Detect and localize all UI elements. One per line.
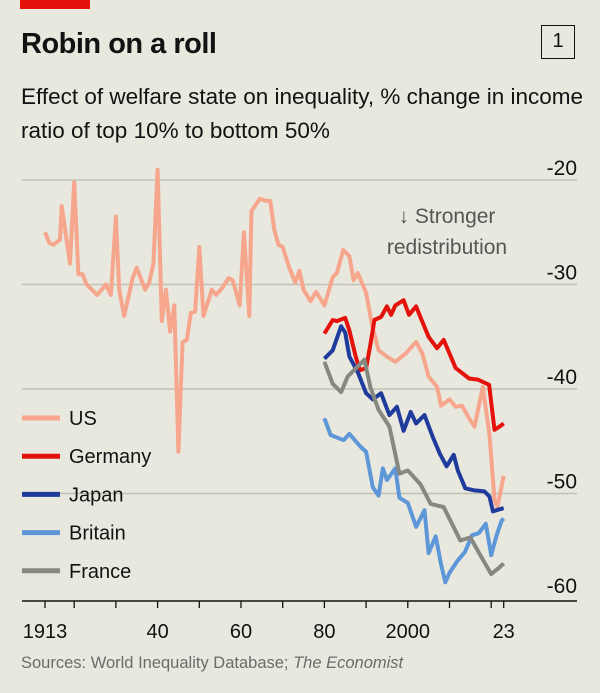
annotation-line2: redistribution	[387, 236, 507, 259]
legend-label-france: France	[69, 561, 131, 583]
brand-red-bar	[20, 0, 90, 9]
source-text: Sources: World Inequality Database;	[21, 654, 294, 672]
source-publication: The Economist	[293, 654, 404, 672]
y-tick-label: -60	[547, 575, 577, 598]
x-tick-label: 1913	[23, 621, 68, 643]
chart-title: Robin on a roll	[21, 28, 217, 60]
series-line-us	[43, 167, 506, 510]
legend-label-germany: Germany	[69, 446, 151, 468]
x-tick-label: 2000	[386, 621, 431, 643]
series-line-britain	[322, 417, 506, 585]
x-tick-label: 40	[146, 621, 168, 643]
source-note: Sources: World Inequality Database; The …	[21, 654, 403, 673]
legend-label-us: US	[69, 408, 97, 430]
legend-label-japan: Japan	[69, 484, 124, 506]
y-tick-label: -20	[547, 157, 577, 180]
legend-label-britain: Britain	[69, 523, 126, 545]
series-line-france	[322, 357, 506, 576]
chart-number-badge: 1	[541, 25, 575, 59]
chart-subtitle: Effect of welfare state on inequality, %…	[21, 84, 583, 143]
y-tick-label: -50	[547, 471, 577, 494]
y-tick-label: -30	[547, 262, 577, 285]
y-tick-label: -40	[547, 366, 577, 389]
series-line-germany	[322, 298, 505, 432]
series-line-japan	[322, 324, 505, 514]
annotation-line1: ↓ Stronger	[399, 205, 496, 228]
x-tick-label: 60	[230, 621, 252, 643]
x-tick-label: 80	[313, 621, 335, 643]
x-tick-label: 23	[493, 621, 515, 643]
